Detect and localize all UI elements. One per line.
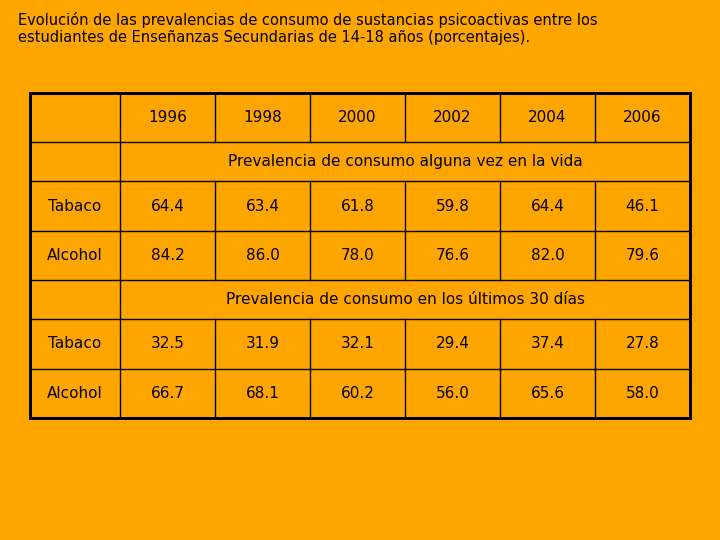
Text: 84.2: 84.2 <box>150 248 184 263</box>
Text: 79.6: 79.6 <box>626 248 660 263</box>
Text: 61.8: 61.8 <box>341 199 374 214</box>
Text: 76.6: 76.6 <box>436 248 469 263</box>
Text: Evolución de las prevalencias de consumo de sustancias psicoactivas entre los
es: Evolución de las prevalencias de consumo… <box>18 12 598 45</box>
Text: 1996: 1996 <box>148 110 187 125</box>
Text: 82.0: 82.0 <box>531 248 564 263</box>
Bar <box>30 93 690 418</box>
Text: 86.0: 86.0 <box>246 248 279 263</box>
Text: Alcohol: Alcohol <box>47 386 103 401</box>
Text: 60.2: 60.2 <box>341 386 374 401</box>
Text: 68.1: 68.1 <box>246 386 279 401</box>
Text: 32.1: 32.1 <box>341 336 374 352</box>
Text: Alcohol: Alcohol <box>47 248 103 263</box>
Text: 59.8: 59.8 <box>436 199 469 214</box>
Text: Tabaco: Tabaco <box>48 336 102 352</box>
Text: 64.4: 64.4 <box>150 199 184 214</box>
Text: 2000: 2000 <box>338 110 377 125</box>
Text: 27.8: 27.8 <box>626 336 660 352</box>
Text: 58.0: 58.0 <box>626 386 660 401</box>
Text: Prevalencia de consumo alguna vez en la vida: Prevalencia de consumo alguna vez en la … <box>228 154 582 170</box>
Text: 31.9: 31.9 <box>246 336 279 352</box>
Text: 1998: 1998 <box>243 110 282 125</box>
Text: Prevalencia de consumo en los últimos 30 días: Prevalencia de consumo en los últimos 30… <box>225 292 585 307</box>
Text: 32.5: 32.5 <box>150 336 184 352</box>
Text: 2004: 2004 <box>528 110 567 125</box>
Text: 2006: 2006 <box>624 110 662 125</box>
Text: Tabaco: Tabaco <box>48 199 102 214</box>
Text: 64.4: 64.4 <box>531 199 564 214</box>
Text: 37.4: 37.4 <box>531 336 564 352</box>
Text: 29.4: 29.4 <box>436 336 469 352</box>
Text: 2002: 2002 <box>433 110 472 125</box>
Text: 63.4: 63.4 <box>246 199 279 214</box>
Text: 46.1: 46.1 <box>626 199 660 214</box>
Text: 56.0: 56.0 <box>436 386 469 401</box>
Text: 66.7: 66.7 <box>150 386 184 401</box>
Text: 78.0: 78.0 <box>341 248 374 263</box>
Text: 65.6: 65.6 <box>531 386 564 401</box>
